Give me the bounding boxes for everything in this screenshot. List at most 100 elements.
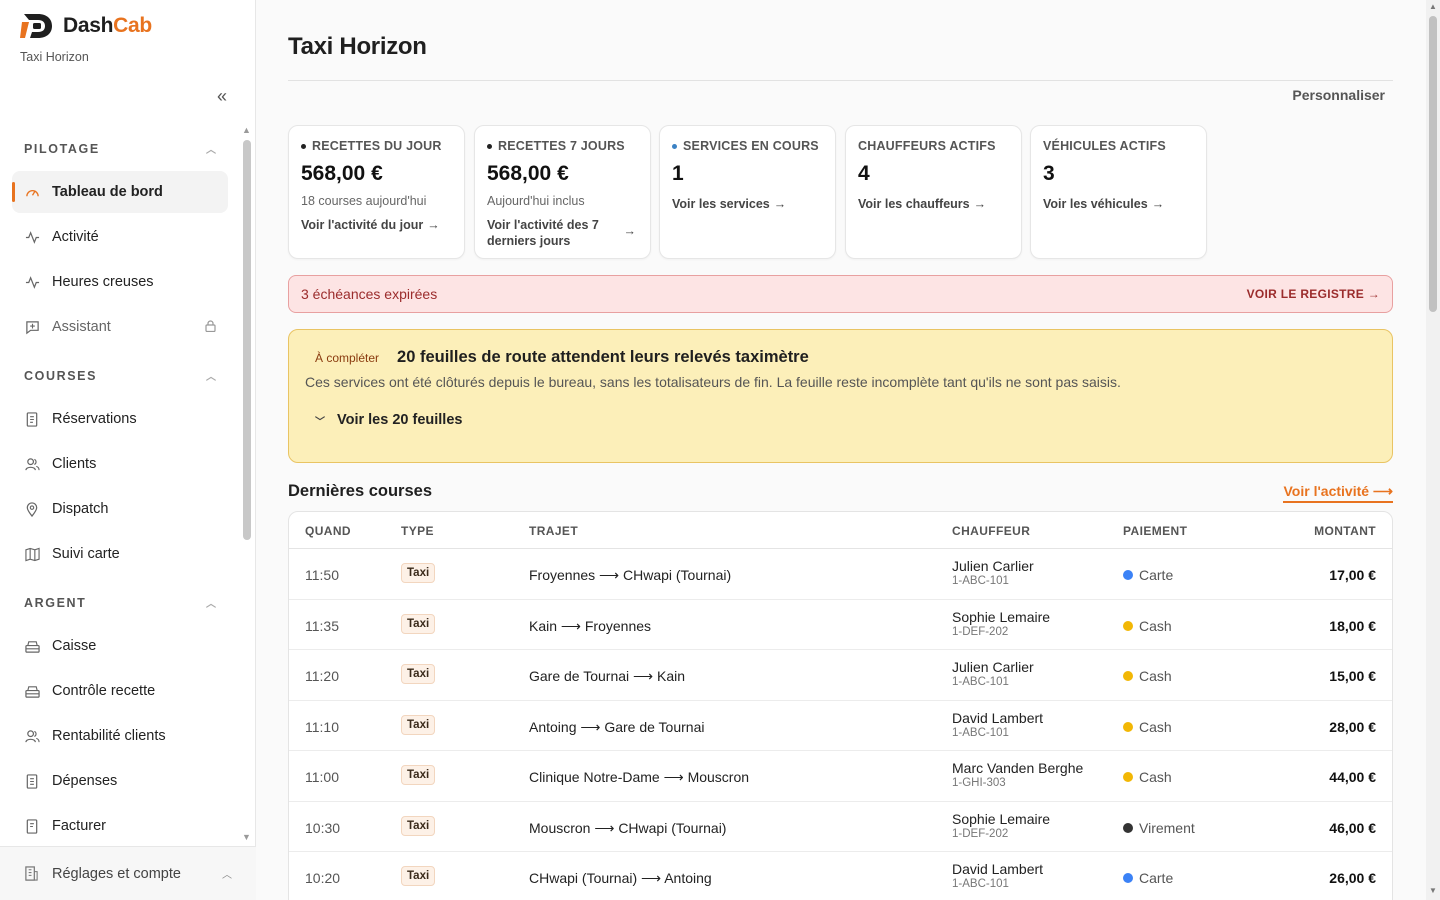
ride-driver: David Lambert 1-ABC-101 xyxy=(952,861,1043,890)
kpi-value: 4 xyxy=(858,162,870,185)
sidebar-item-rentabilite-clients[interactable]: Rentabilité clients xyxy=(12,715,228,757)
page-scrollbar[interactable]: ▲ ▼ xyxy=(1426,0,1440,900)
scroll-down-icon[interactable]: ▼ xyxy=(1429,886,1437,895)
status-dot xyxy=(672,143,677,149)
payment-method: Virement xyxy=(1139,819,1195,836)
view-activity-link[interactable]: Voir l'activité ⟶ xyxy=(1283,483,1393,503)
column-header[interactable]: TRAJET xyxy=(529,524,579,538)
vehicle-plate: 1-GHI-303 xyxy=(952,777,1006,789)
section-argent[interactable]: ARGENT ︿ xyxy=(24,595,216,611)
arrow-right-icon: → xyxy=(427,218,440,232)
table-row[interactable]: 11:00 Taxi Clinique Notre-Dame ⟶ Mouscron M… xyxy=(289,751,1392,802)
kpi-link[interactable]: Voir les chauffeurs → xyxy=(858,197,987,211)
expired-deadlines-alert: 3 échéances expirées VOIR LE REGISTRE → xyxy=(288,275,1393,313)
table-row[interactable]: 10:30 Taxi Mouscron ⟶ CHwapi (Tournai) Soph… xyxy=(289,802,1392,852)
vehicle-plate: 1-ABC-101 xyxy=(952,878,1009,890)
ride-time: 11:00 xyxy=(305,769,339,785)
ride-time: 11:10 xyxy=(305,718,339,735)
driver-name: David Lambert xyxy=(952,709,1044,726)
scrollbar-thumb[interactable] xyxy=(1429,16,1437,312)
chevron-up-icon: ︿ xyxy=(222,870,232,881)
section-pilotage[interactable]: PILOTAGE ︿ xyxy=(24,141,216,157)
column-header[interactable]: PAIEMENT xyxy=(1123,524,1188,538)
ride-payment: Virement xyxy=(1123,820,1195,836)
table-row[interactable]: 11:50 Taxi Froyennes ⟶ CHwapi (Tournai) Jul… xyxy=(289,549,1392,600)
payment-dot xyxy=(1123,620,1133,631)
column-header[interactable]: TYPE xyxy=(401,524,434,538)
sidebar-item-controle-recette[interactable]: Contrôle recette xyxy=(12,670,228,712)
ride-type-badge: Taxi xyxy=(401,866,436,886)
scroll-up-icon[interactable]: ▲ xyxy=(242,125,251,135)
recent-rides-table: QUAND TYPE TRAJET CHAUFFEUR PAIEMENT MON… xyxy=(288,511,1393,900)
brand[interactable]: DashCab xyxy=(20,12,152,40)
kpi-recettes-7-jours: RECETTES 7 JOURS 568,00 € Aujourd'hui in… xyxy=(474,125,651,259)
sidebar-item-facturer[interactable]: Facturer xyxy=(12,805,228,847)
sidebar-item-suivi-carte[interactable]: Suivi carte xyxy=(12,533,228,575)
brand-name: DashCab xyxy=(63,14,152,37)
chevron-up-icon: ︿ xyxy=(206,372,216,383)
kpi-link[interactable]: Voir les véhicules → xyxy=(1043,197,1165,211)
dashcab-logo-icon xyxy=(20,14,52,38)
sidebar-item-activite[interactable]: Activité xyxy=(12,216,228,258)
scroll-up-icon[interactable]: ▲ xyxy=(1429,2,1437,11)
chevron-up-icon: ︿ xyxy=(206,145,216,156)
sidebar-item-heures-creuses[interactable]: Heures creuses xyxy=(12,261,228,303)
vehicle-plate: 1-ABC-101 xyxy=(952,726,1009,739)
settings-account-button[interactable]: Réglages et compte ︿ xyxy=(0,846,256,900)
ride-time: 11:50 xyxy=(305,567,339,583)
view-register-link[interactable]: VOIR LE REGISTRE → xyxy=(1246,287,1380,301)
collapse-sidebar-icon[interactable]: « xyxy=(216,86,227,106)
ride-type-badge: Taxi xyxy=(401,815,436,836)
column-header[interactable]: MONTANT xyxy=(1314,524,1376,538)
table-row[interactable]: 11:20 Taxi Gare de Tournai ⟶ Kain Julien Ca… xyxy=(289,650,1392,701)
sidebar-item-assistant[interactable]: Assistant xyxy=(12,306,228,348)
notice-description: Ces services ont été clôturés depuis le … xyxy=(305,374,1121,390)
table-row[interactable]: 10:20 Taxi CHwapi (Tournai) ⟶ Antoing David… xyxy=(289,852,1392,900)
kpi-link[interactable]: Voir l'activité des 7 derniers jours → xyxy=(487,218,636,248)
customize-button[interactable]: Personnaliser xyxy=(1292,87,1385,103)
ride-amount: 46,00 € xyxy=(1329,819,1376,836)
driver-name: Sophie Lemaire xyxy=(952,810,1051,827)
activity-icon xyxy=(24,229,40,245)
kpi-chauffeurs-actifs: CHAUFFEURS ACTIFS 4 Voir les chauffeurs → xyxy=(845,125,1022,259)
sidebar-item-caisse[interactable]: Caisse xyxy=(12,625,228,667)
column-header[interactable]: QUAND xyxy=(305,524,351,538)
ride-driver: Sophie Lemaire 1-DEF-202 xyxy=(952,609,1050,638)
sidebar-scrollbar[interactable] xyxy=(243,140,251,540)
ride-driver: Julien Carlier 1-ABC-101 xyxy=(952,659,1034,688)
column-header[interactable]: CHAUFFEUR xyxy=(952,524,1031,538)
scroll-down-icon[interactable]: ▼ xyxy=(242,832,251,842)
ride-time: 11:35 xyxy=(305,617,339,634)
ride-route: Froyennes ⟶ CHwapi (Tournai) xyxy=(529,567,732,583)
sidebar-item-clients[interactable]: Clients xyxy=(12,443,228,485)
activity-icon xyxy=(24,274,40,290)
chat-icon xyxy=(24,319,40,335)
table-row[interactable]: 11:10 Taxi Antoing ⟶ Gare de Tournai David … xyxy=(289,701,1392,751)
notice-title: 20 feuilles de route attendent leurs rel… xyxy=(397,348,809,366)
sidebar-item-reservations[interactable]: Réservations xyxy=(12,398,228,440)
kpi-value: 568,00 € xyxy=(487,162,569,185)
section-courses[interactable]: COURSES ︿ xyxy=(24,368,216,384)
arrow-right-icon: → xyxy=(773,197,787,211)
driver-name: Marc Vanden Berghe xyxy=(952,760,1084,776)
kpi-link[interactable]: Voir l'activité du jour → xyxy=(301,218,440,232)
payment-method: Carte xyxy=(1139,870,1174,886)
table-row[interactable]: 11:35 Taxi Kain ⟶ Froyennes Sophie Lemaire 1… xyxy=(289,600,1392,650)
ride-route: Antoing ⟶ Gare de Tournai xyxy=(529,718,705,735)
payment-method: Cash xyxy=(1139,668,1172,684)
ride-route: Mouscron ⟶ CHwapi (Tournai) xyxy=(529,819,727,836)
sidebar-item-dispatch[interactable]: Dispatch xyxy=(12,488,228,530)
kpi-services-en-cours: SERVICES EN COURS 1 Voir les services → xyxy=(659,125,836,259)
kpi-link[interactable]: Voir les services → xyxy=(672,197,787,211)
ride-payment: Cash xyxy=(1123,769,1172,785)
kpi-value: 1 xyxy=(672,162,684,185)
sidebar-item-depenses[interactable]: Dépenses xyxy=(12,760,228,802)
view-sheets-toggle[interactable]: ﹀ Voir les 20 feuilles xyxy=(315,412,463,428)
sidebar-item-tableau-de-bord[interactable]: Tableau de bord xyxy=(12,171,228,213)
kpi-subtitle: Aujourd'hui inclus xyxy=(487,194,585,208)
payment-dot xyxy=(1123,721,1133,732)
driver-name: Julien Carlier xyxy=(952,659,1034,675)
vehicle-plate: 1-DEF-202 xyxy=(952,625,1009,638)
ride-driver: Sophie Lemaire 1-DEF-202 xyxy=(952,811,1050,840)
kpi-vehicules-actifs: VÉHICULES ACTIFS 3 Voir les véhicules → xyxy=(1030,125,1207,259)
